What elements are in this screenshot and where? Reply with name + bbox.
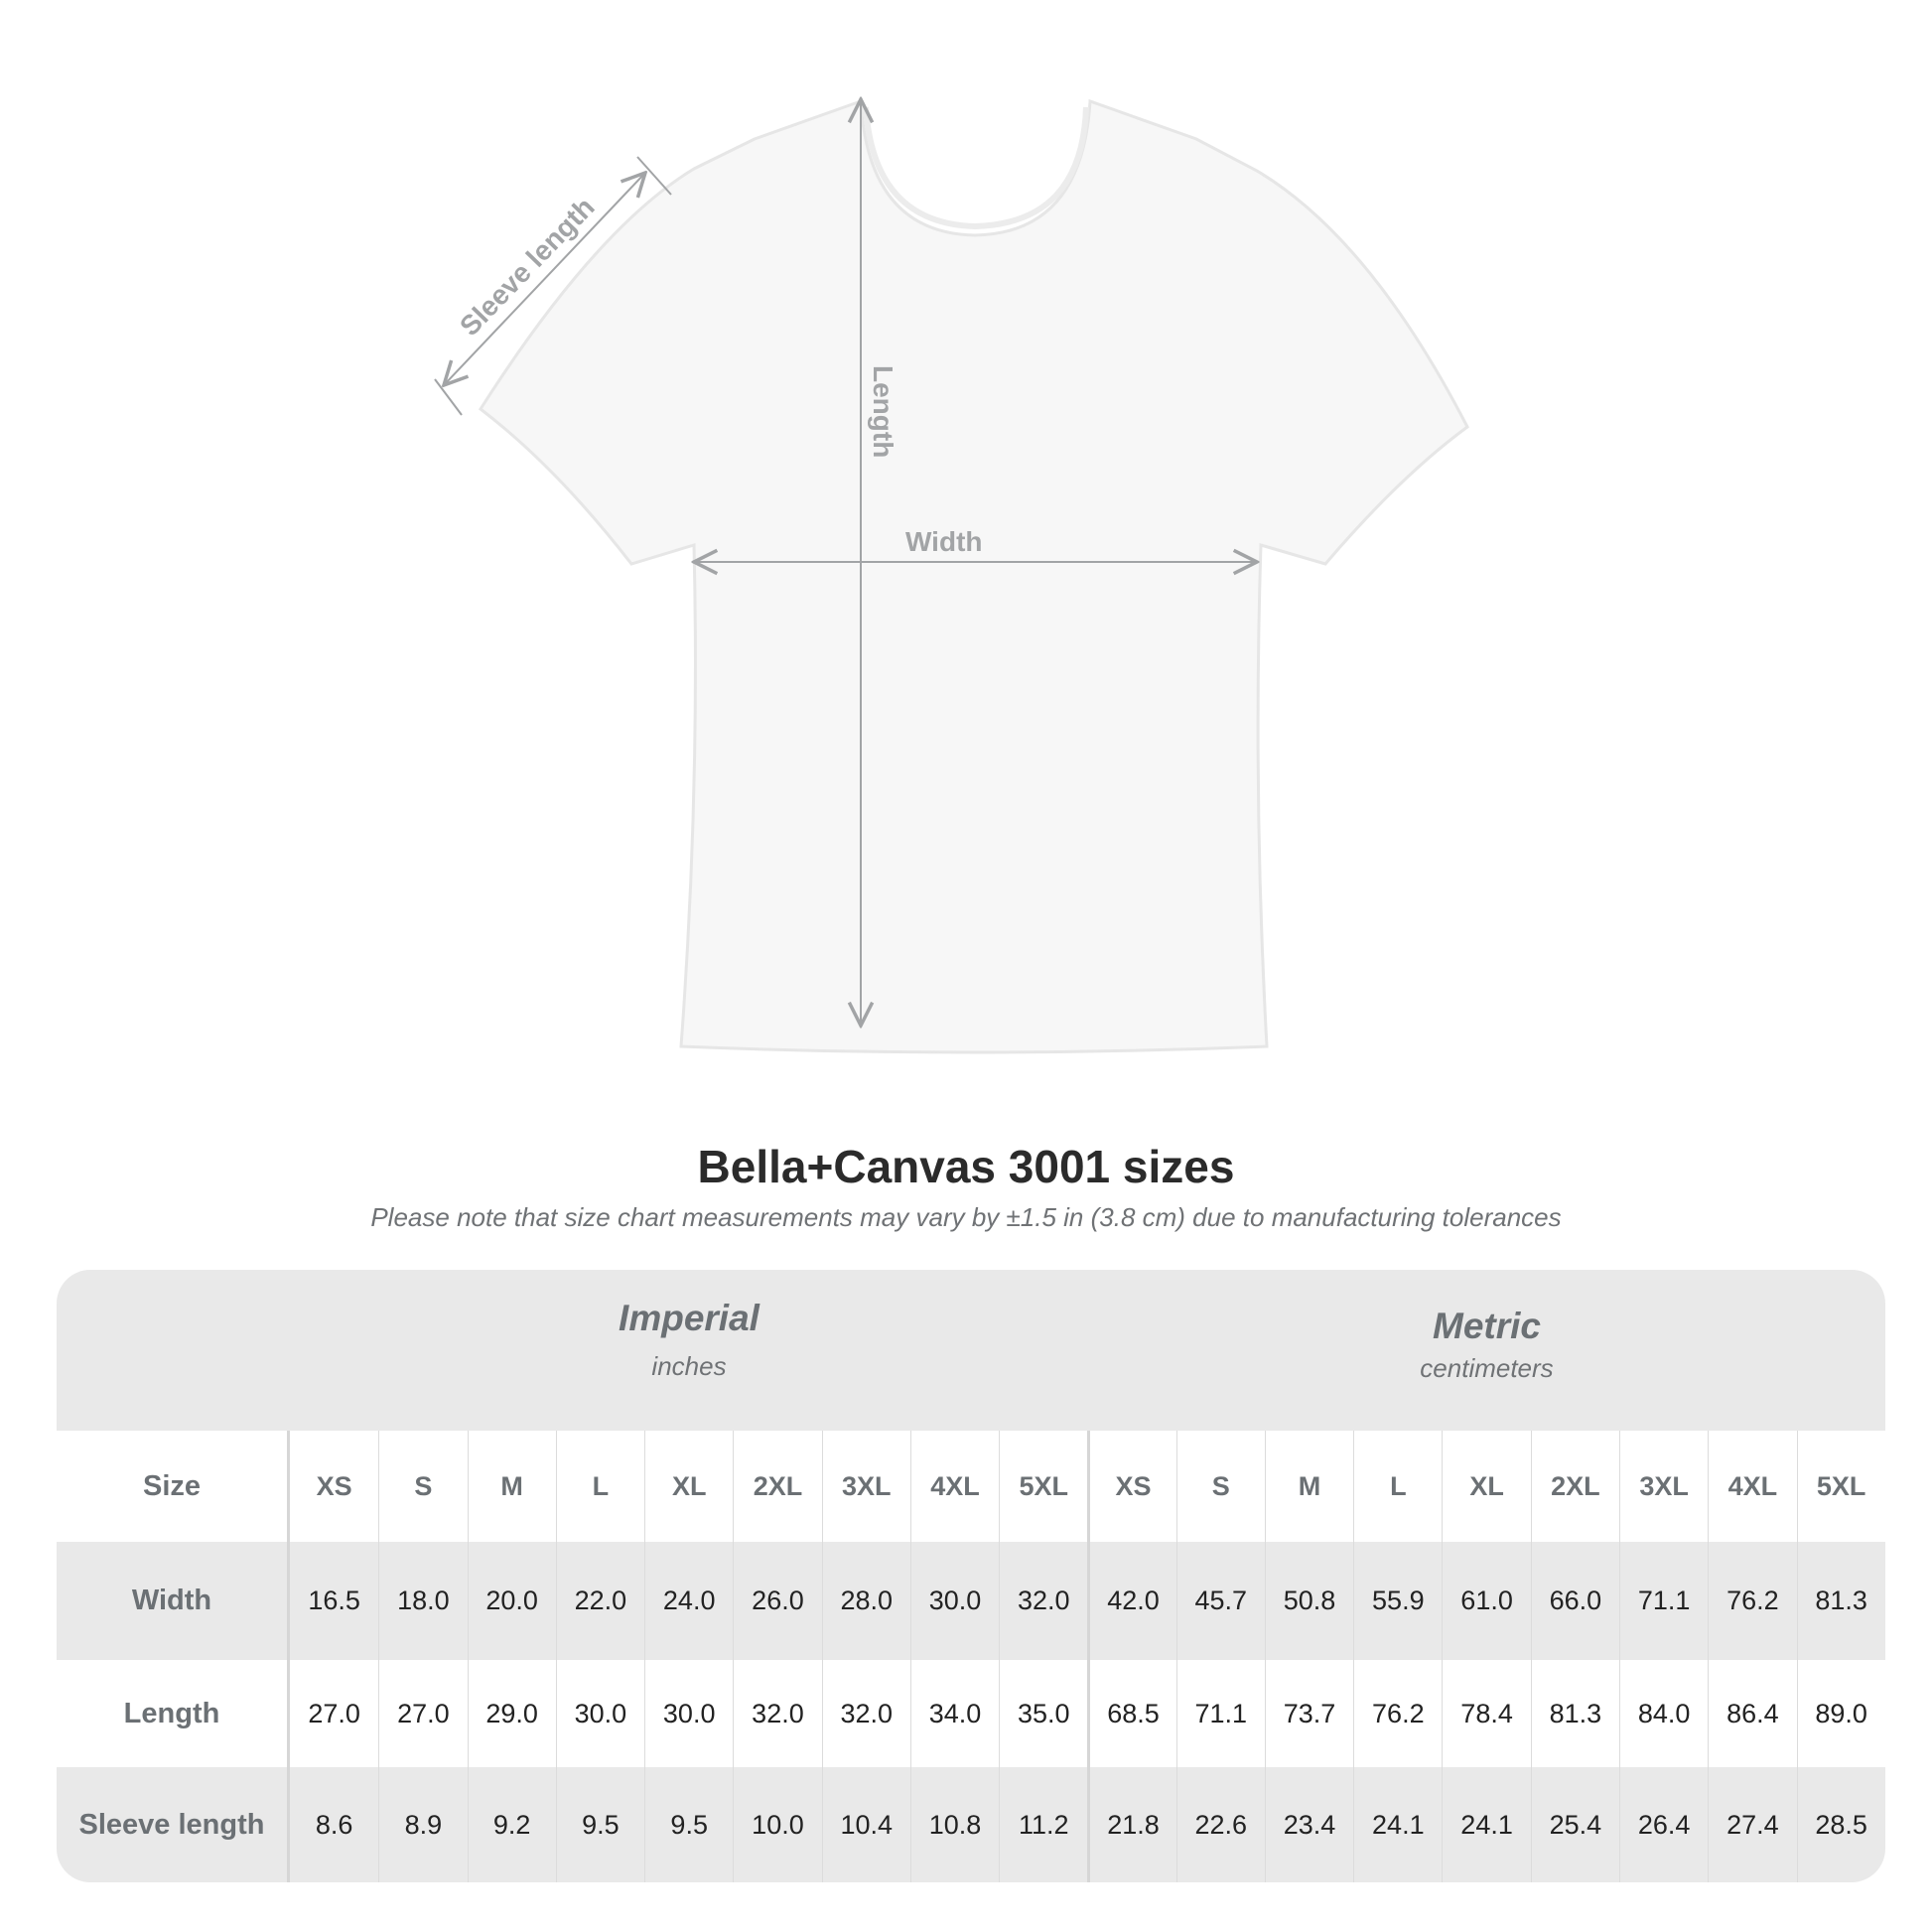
value-cell: 10.8 bbox=[909, 1767, 999, 1882]
value-cell: 24.1 bbox=[1442, 1767, 1530, 1882]
row-label: Sleeve length bbox=[57, 1767, 290, 1882]
tshirt-measurement-diagram: Length Width Sleeve length bbox=[434, 0, 1469, 1054]
metric-header: Metric centimeters bbox=[1088, 1306, 1885, 1384]
value-cell: 86.4 bbox=[1708, 1660, 1796, 1767]
table-row: Sleeve length 8.6 8.9 9.2 9.5 9.5 10.0 10.4 10.8… bbox=[57, 1767, 1885, 1882]
value-cell: 9.2 bbox=[467, 1767, 556, 1882]
value-cell: 21.8 bbox=[1087, 1767, 1175, 1882]
size-header-cell: XS bbox=[1087, 1431, 1175, 1542]
value-cell: 29.0 bbox=[467, 1660, 556, 1767]
tolerance-note: Please note that size chart measurements… bbox=[370, 1202, 1562, 1232]
table-row: Width 16.5 18.0 20.0 22.0 24.0 26.0 28.0 30.0 32.… bbox=[57, 1542, 1885, 1660]
row-label: Size bbox=[57, 1431, 290, 1542]
value-cell: 22.6 bbox=[1175, 1767, 1265, 1882]
table-row: Length 27.0 27.0 29.0 30.0 30.0 32.0 32.0 34.0 35… bbox=[57, 1660, 1885, 1767]
value-cell: 20.0 bbox=[467, 1542, 556, 1660]
size-header-cell: 5XL bbox=[999, 1431, 1087, 1542]
value-cell: 8.6 bbox=[315, 1809, 353, 1840]
value-cell: 10.4 bbox=[821, 1767, 910, 1882]
value-cell: 68.5 bbox=[1087, 1660, 1175, 1767]
value-cell: 30.0 bbox=[555, 1660, 644, 1767]
value-cell: 16.5 bbox=[308, 1586, 360, 1615]
value-cell: 55.9 bbox=[1353, 1542, 1442, 1660]
size-header-row: Size XS S M L XL 2XL 3XL 4XL 5XL XS S M L XL 2XL 3XL 4XL 5… bbox=[57, 1431, 1885, 1542]
imperial-unit: inches bbox=[651, 1351, 727, 1381]
size-header-cell: S bbox=[378, 1431, 467, 1542]
value-cell: 8.9 bbox=[378, 1767, 467, 1882]
page-title: Bella+Canvas 3001 sizes bbox=[697, 1141, 1235, 1192]
size-header-cell: 5XL bbox=[1796, 1431, 1885, 1542]
size-header-cell: M bbox=[467, 1431, 556, 1542]
size-header-cell: S bbox=[1175, 1431, 1265, 1542]
value-cell: 26.0 bbox=[733, 1542, 821, 1660]
value-cell: 28.5 bbox=[1796, 1767, 1885, 1882]
value-cell: 35.0 bbox=[999, 1660, 1087, 1767]
metric-unit: centimeters bbox=[1420, 1353, 1554, 1383]
size-header-cell: XL bbox=[644, 1431, 733, 1542]
value-cell: 89.0 bbox=[1796, 1660, 1885, 1767]
value-cell: 9.5 bbox=[644, 1767, 733, 1882]
value-cell: 32.0 bbox=[821, 1660, 910, 1767]
size-header-cell: 2XL bbox=[1530, 1431, 1619, 1542]
size-header-cell: L bbox=[555, 1431, 644, 1542]
value-cell: 23.4 bbox=[1264, 1767, 1353, 1882]
value-cell: 61.0 bbox=[1442, 1542, 1530, 1660]
size-header-cell: XS bbox=[316, 1470, 352, 1501]
size-header-cell: 3XL bbox=[821, 1431, 910, 1542]
length-label: Length bbox=[868, 365, 898, 458]
value-cell: 50.8 bbox=[1264, 1542, 1353, 1660]
value-cell: 32.0 bbox=[999, 1542, 1087, 1660]
value-cell: 9.5 bbox=[555, 1767, 644, 1882]
value-cell: 24.0 bbox=[644, 1542, 733, 1660]
value-cell: 81.3 bbox=[1530, 1660, 1619, 1767]
value-cell: 22.0 bbox=[555, 1542, 644, 1660]
value-cell: 27.0 bbox=[308, 1698, 360, 1728]
width-label: Width bbox=[905, 526, 983, 557]
value-cell: 81.3 bbox=[1796, 1542, 1885, 1660]
size-header-cell: L bbox=[1353, 1431, 1442, 1542]
value-cell: 71.1 bbox=[1618, 1542, 1708, 1660]
value-cell: 18.0 bbox=[378, 1542, 467, 1660]
imperial-header: Imperial inches bbox=[290, 1298, 1088, 1382]
size-header-cell: XL bbox=[1442, 1431, 1530, 1542]
table-header: Imperial inches Metric centimeters bbox=[57, 1270, 1885, 1431]
row-label: Width bbox=[57, 1542, 290, 1660]
value-cell: 11.2 bbox=[999, 1767, 1087, 1882]
size-header-cell: M bbox=[1264, 1431, 1353, 1542]
tshirt-image bbox=[478, 98, 1469, 1054]
value-cell: 27.0 bbox=[378, 1660, 467, 1767]
value-cell: 76.2 bbox=[1708, 1542, 1796, 1660]
row-label: Length bbox=[57, 1660, 290, 1767]
value-cell: 24.1 bbox=[1353, 1767, 1442, 1882]
value-cell: 76.2 bbox=[1353, 1660, 1442, 1767]
value-cell: 25.4 bbox=[1530, 1767, 1619, 1882]
value-cell: 10.0 bbox=[733, 1767, 821, 1882]
size-header-cell: 4XL bbox=[909, 1431, 999, 1542]
metric-title: Metric bbox=[1433, 1306, 1541, 1346]
value-cell: 66.0 bbox=[1530, 1542, 1619, 1660]
size-header-cell: 2XL bbox=[733, 1431, 821, 1542]
sleeve-measure-line bbox=[444, 173, 645, 385]
value-cell: 73.7 bbox=[1264, 1660, 1353, 1767]
value-cell: 42.0 bbox=[1087, 1542, 1175, 1660]
value-cell: 28.0 bbox=[821, 1542, 910, 1660]
value-cell: 30.0 bbox=[644, 1660, 733, 1767]
value-cell: 32.0 bbox=[733, 1660, 821, 1767]
value-cell: 27.4 bbox=[1708, 1767, 1796, 1882]
size-chart-table: Imperial inches Metric centimeters Size X… bbox=[57, 1270, 1885, 1882]
value-cell: 30.0 bbox=[909, 1542, 999, 1660]
value-cell: 71.1 bbox=[1175, 1660, 1265, 1767]
value-cell: 84.0 bbox=[1618, 1660, 1708, 1767]
size-header-cell: 3XL bbox=[1618, 1431, 1708, 1542]
value-cell: 34.0 bbox=[909, 1660, 999, 1767]
value-cell: 45.7 bbox=[1175, 1542, 1265, 1660]
imperial-title: Imperial bbox=[619, 1298, 759, 1338]
value-cell: 26.4 bbox=[1618, 1767, 1708, 1882]
value-cell: 78.4 bbox=[1442, 1660, 1530, 1767]
size-header-cell: 4XL bbox=[1708, 1431, 1796, 1542]
